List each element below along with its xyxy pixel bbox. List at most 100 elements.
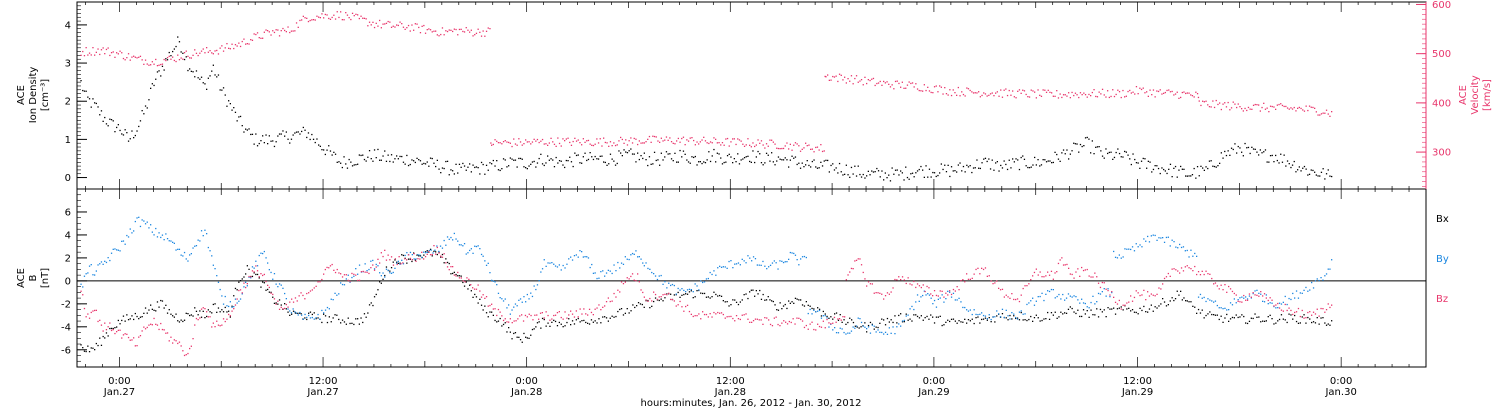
bz-point bbox=[513, 320, 515, 322]
bz-point bbox=[357, 279, 359, 282]
bx-point bbox=[988, 317, 990, 319]
velocity-point bbox=[245, 43, 247, 45]
velocity-point bbox=[548, 142, 550, 144]
bz-point bbox=[913, 280, 915, 283]
density-point bbox=[808, 164, 810, 167]
by-point bbox=[604, 275, 606, 277]
bx-point bbox=[139, 316, 142, 318]
velocity-point bbox=[284, 29, 286, 32]
bz-point bbox=[534, 314, 536, 316]
bz-point bbox=[407, 254, 410, 256]
by-point bbox=[511, 309, 513, 311]
by-point bbox=[295, 312, 298, 314]
velocity-point bbox=[655, 136, 657, 138]
velocity-point bbox=[285, 31, 287, 33]
velocity-point bbox=[1096, 96, 1099, 98]
bx-point bbox=[964, 318, 966, 320]
bz-point bbox=[932, 295, 934, 297]
bz-point bbox=[379, 262, 381, 264]
bx-point bbox=[722, 300, 724, 302]
velocity-point bbox=[514, 143, 517, 145]
by-point bbox=[294, 311, 296, 313]
bz-point bbox=[762, 323, 764, 325]
bz-point bbox=[928, 287, 930, 289]
density-point bbox=[365, 160, 367, 162]
bx-point bbox=[1120, 306, 1122, 308]
density-point bbox=[1068, 158, 1070, 160]
time-axis-labels: 0:00Jan.2712:00Jan.270:00Jan.2812:00Jan.… bbox=[103, 376, 1357, 398]
bz-point bbox=[886, 292, 889, 294]
by-point bbox=[80, 283, 82, 285]
bz-point bbox=[150, 323, 152, 325]
bz-point bbox=[773, 317, 775, 319]
by-point bbox=[1311, 281, 1313, 284]
bz-point bbox=[1061, 257, 1063, 259]
by-point bbox=[1248, 295, 1251, 297]
density-point bbox=[530, 163, 532, 165]
by-point bbox=[509, 313, 511, 315]
by-point bbox=[958, 297, 960, 299]
bz-point bbox=[116, 331, 118, 333]
by-point bbox=[1169, 245, 1171, 247]
by-point bbox=[439, 245, 442, 247]
velocity-point bbox=[470, 29, 472, 31]
density-point bbox=[922, 169, 924, 171]
velocity-point bbox=[463, 31, 466, 33]
by-point bbox=[311, 316, 313, 319]
bz-point bbox=[173, 339, 175, 341]
velocity-point bbox=[737, 138, 739, 140]
bx-point bbox=[653, 300, 655, 303]
by-point bbox=[446, 236, 449, 238]
bx-point bbox=[97, 344, 99, 347]
density-point bbox=[133, 137, 135, 139]
by-point bbox=[523, 296, 525, 298]
bx-point bbox=[204, 317, 206, 319]
by-point bbox=[1277, 307, 1279, 309]
by-point bbox=[653, 273, 655, 275]
bx-point bbox=[519, 339, 522, 341]
bz-point bbox=[182, 350, 184, 352]
density-point bbox=[920, 165, 922, 168]
velocity-point bbox=[854, 77, 856, 80]
bz-point bbox=[585, 313, 587, 315]
bx-point bbox=[813, 308, 815, 310]
bx-point bbox=[1128, 307, 1130, 309]
velocity-point bbox=[326, 14, 328, 16]
by-point bbox=[1301, 292, 1303, 294]
velocity-point bbox=[962, 93, 965, 96]
density-point bbox=[557, 162, 559, 164]
density-point bbox=[718, 153, 720, 155]
by-point bbox=[903, 319, 905, 322]
by-point bbox=[990, 318, 992, 321]
velocity-point bbox=[530, 143, 532, 145]
velocity-point bbox=[808, 144, 810, 146]
velocity-point bbox=[866, 82, 868, 85]
density-point bbox=[645, 159, 647, 161]
velocity-point bbox=[616, 144, 618, 146]
by-point bbox=[127, 236, 130, 238]
density-point bbox=[991, 159, 993, 161]
velocity-point bbox=[1247, 106, 1250, 109]
density-point bbox=[536, 162, 539, 164]
density-point bbox=[837, 172, 839, 174]
bx-point bbox=[1331, 320, 1333, 322]
bx-point bbox=[124, 320, 126, 322]
bz-point bbox=[568, 314, 570, 316]
velocity-point bbox=[311, 19, 313, 21]
density-point bbox=[1224, 150, 1226, 153]
bz-point bbox=[950, 293, 953, 296]
density-point bbox=[626, 152, 629, 154]
by-point bbox=[343, 284, 346, 286]
velocity-point bbox=[475, 32, 478, 34]
density-ylabel: ACE Ion Density [cm⁻³] bbox=[16, 67, 51, 124]
by-point bbox=[1271, 302, 1273, 304]
density-point bbox=[474, 166, 476, 169]
density-point bbox=[1115, 151, 1117, 154]
density-point bbox=[272, 140, 274, 142]
by-point bbox=[472, 252, 474, 254]
velocity-point bbox=[496, 140, 498, 142]
bz-point bbox=[1001, 288, 1004, 290]
by-point bbox=[1327, 268, 1329, 270]
bz-point bbox=[964, 281, 966, 283]
bz-point bbox=[962, 279, 964, 281]
